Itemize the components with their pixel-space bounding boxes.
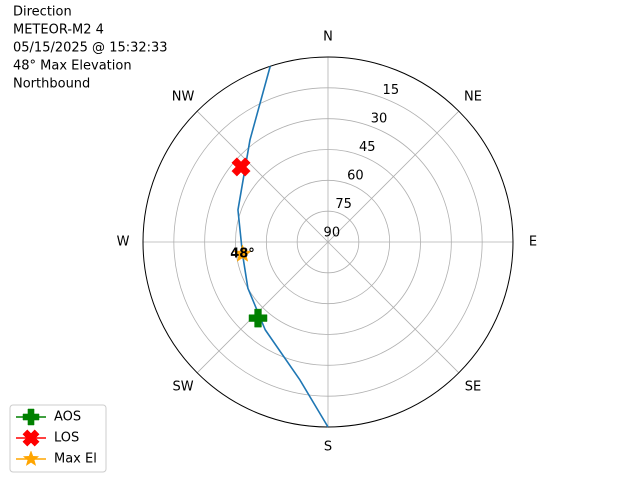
title-line: METEOR-M2 4 <box>13 23 104 38</box>
direction-label: E <box>529 235 537 250</box>
legend-marker <box>22 450 40 467</box>
legend-label: Max El <box>54 452 97 467</box>
marker-plus <box>248 308 268 328</box>
title-line: Direction <box>13 5 72 20</box>
direction-label: W <box>117 235 130 250</box>
title-line: 05/15/2025 @ 15:32:33 <box>13 41 168 56</box>
marker-star <box>233 244 252 262</box>
legend-label: AOS <box>54 410 81 425</box>
r-tick-label: 90 <box>324 225 341 240</box>
direction-label: SW <box>172 379 193 394</box>
value-label: 48° <box>230 247 255 262</box>
legend-marker <box>22 408 40 426</box>
direction-label: NE <box>464 90 482 105</box>
grid-spoke <box>196 110 329 243</box>
direction-label: SE <box>465 379 481 394</box>
title-line: Northbound <box>13 77 90 92</box>
marker-x <box>231 157 251 177</box>
direction-label: NW <box>172 90 195 105</box>
legend-label: LOS <box>54 431 79 446</box>
r-tick-label: 30 <box>371 111 388 126</box>
legend-marker <box>22 429 40 447</box>
r-tick-label: 15 <box>383 83 400 98</box>
grid-spoke <box>327 241 460 374</box>
direction-label: S <box>324 440 332 455</box>
track-line <box>237 66 329 428</box>
grid-spoke <box>196 241 329 374</box>
r-tick-label: 60 <box>347 168 364 183</box>
title-line: 48° Max Elevation <box>13 59 132 74</box>
grid-spoke <box>327 110 460 243</box>
direction-label: N <box>323 30 333 45</box>
r-tick-label: 45 <box>359 140 376 155</box>
r-tick-label: 75 <box>335 197 352 212</box>
